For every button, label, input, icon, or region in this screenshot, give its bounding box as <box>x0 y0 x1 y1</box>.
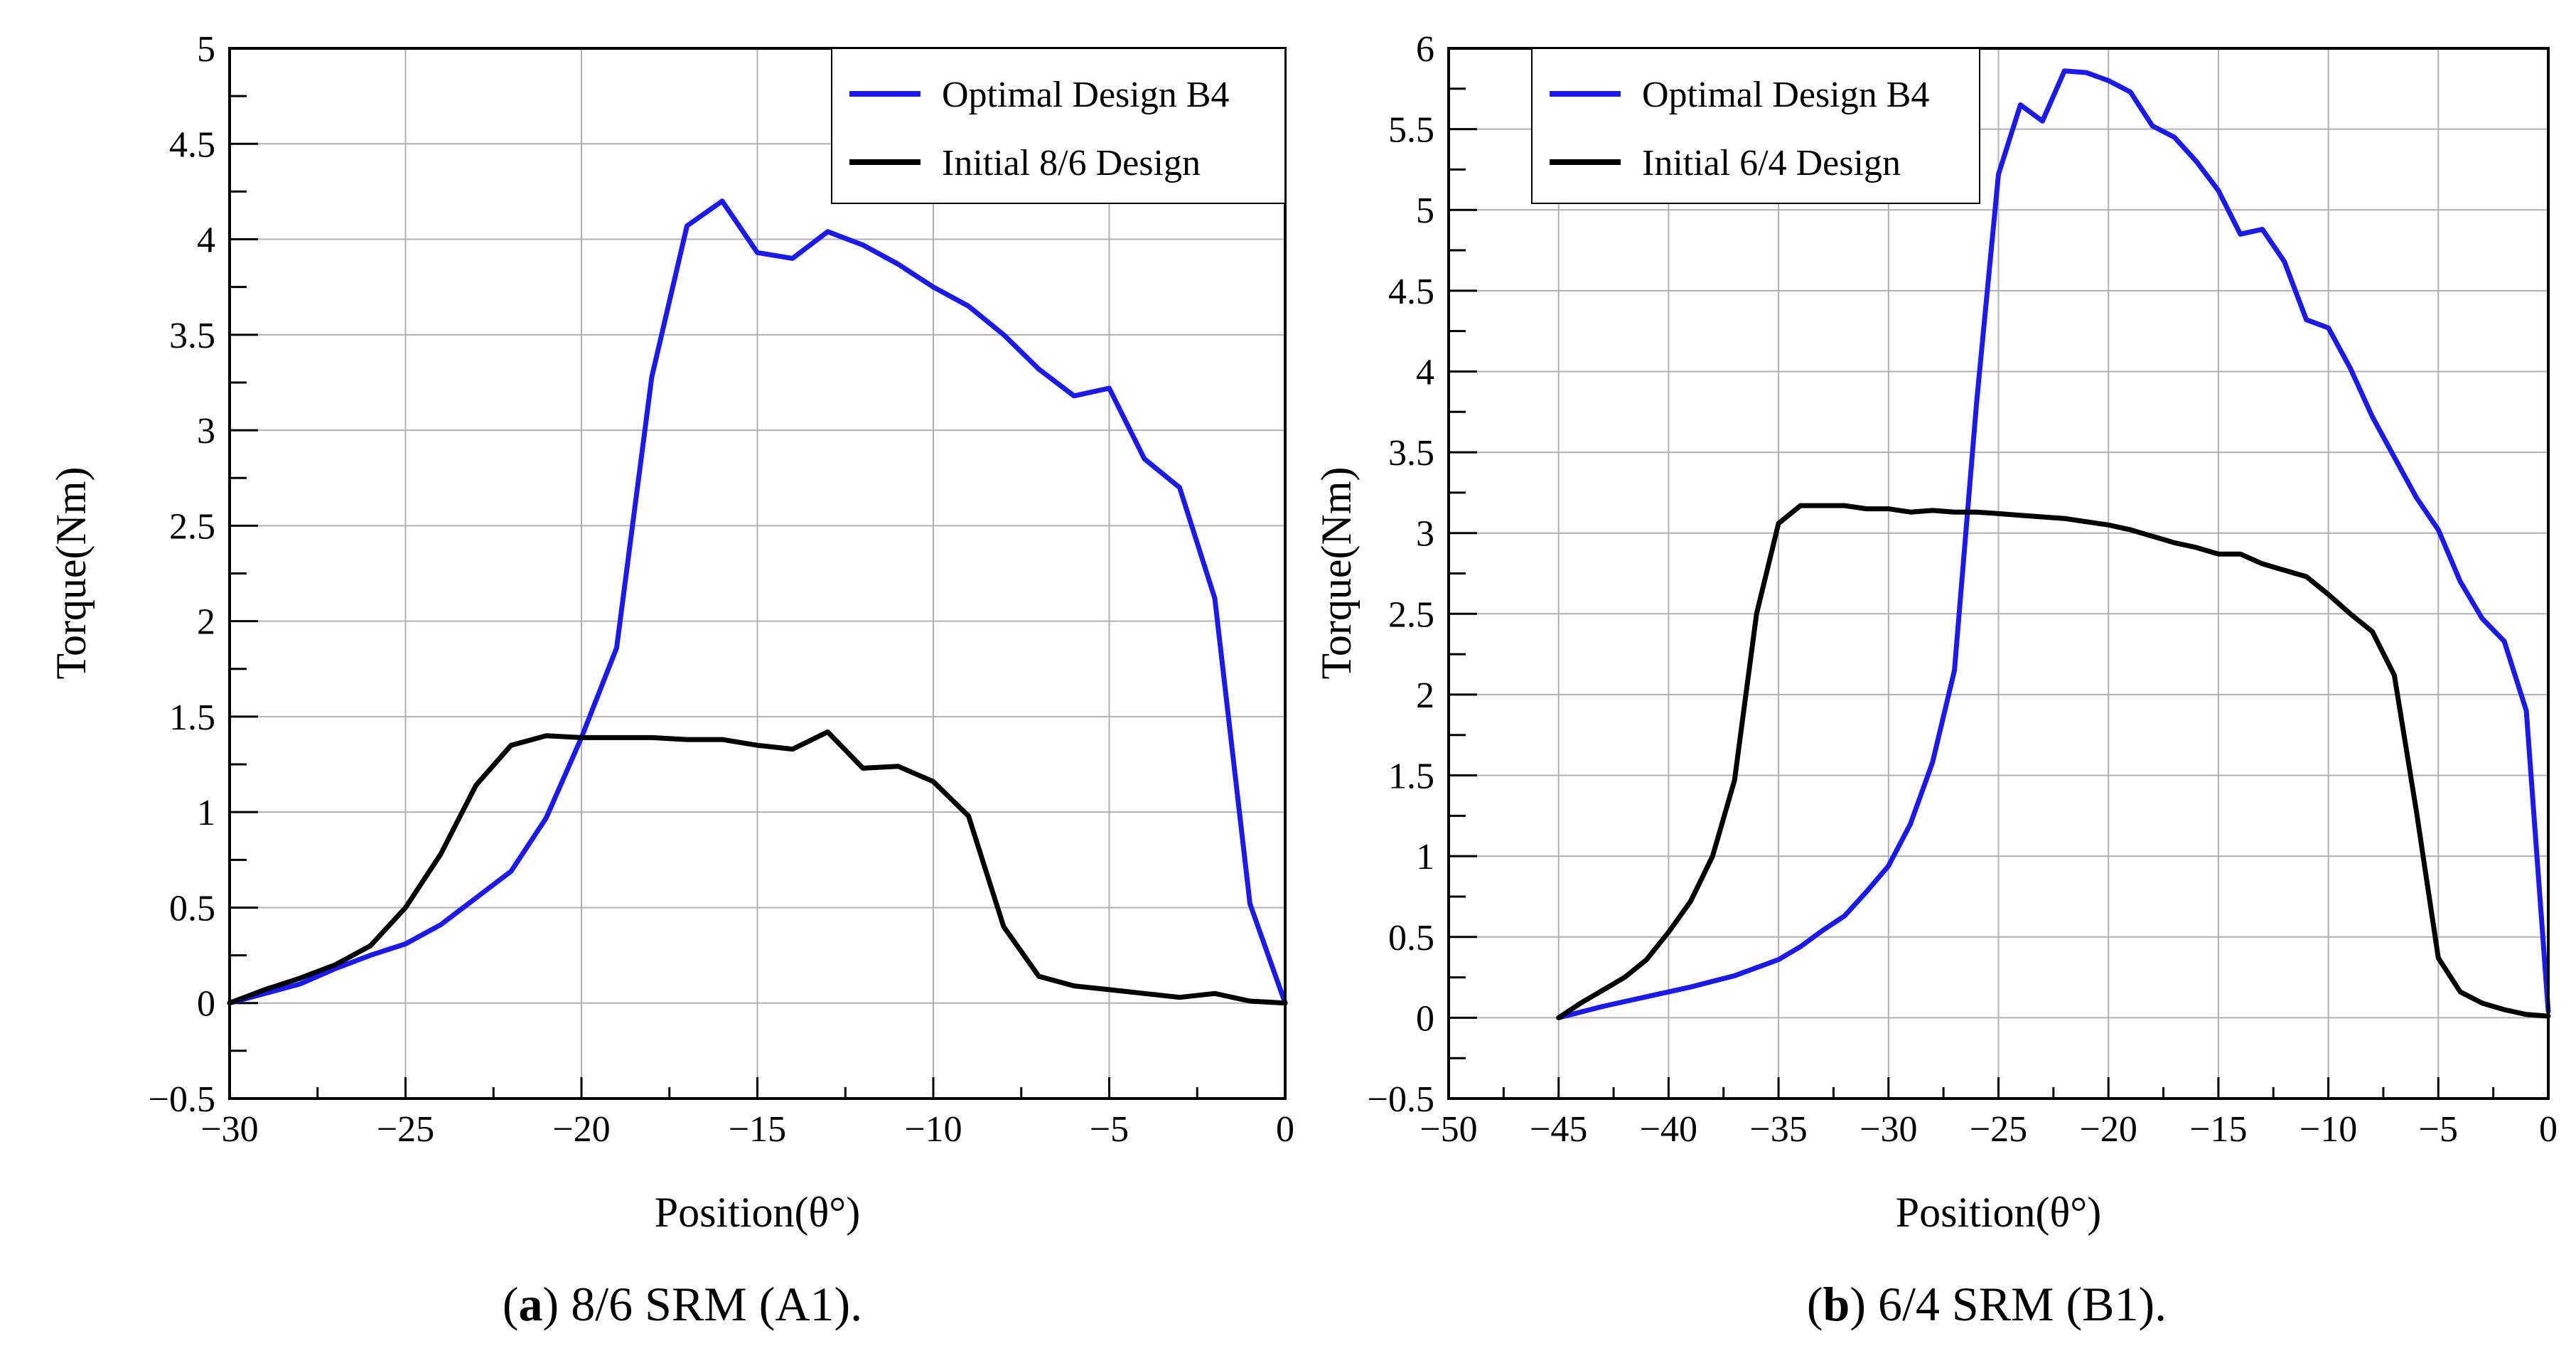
panel-a-plot-frame <box>228 47 1287 1100</box>
panel-a-ytick-label: 4.5 <box>169 124 215 165</box>
panel-a-legend: Optimal Design B4 Initial 8/6 Design <box>831 48 1286 204</box>
panel-b-legend-label: Initial 6/4 Design <box>1642 143 1901 183</box>
panel-b-ytick-label: 5.5 <box>1388 110 1434 151</box>
panel-a-ytick-label: 1 <box>197 793 215 833</box>
panel-b-legend-label: Optimal Design B4 <box>1642 75 1929 115</box>
panel-a-legend-label: Optimal Design B4 <box>942 75 1229 115</box>
caption-b: (b) 6/4 SRM (B1). <box>1806 1277 2167 1331</box>
panel-b-ytick-label: 1.5 <box>1388 757 1434 797</box>
caption-b-text: 6/4 SRM (B1). <box>1877 1277 2167 1331</box>
panel-a-xtick-label: −5 <box>1090 1109 1129 1150</box>
panel-b-ytick-label: 2 <box>1416 675 1434 716</box>
panel-b-ytick-label: 3.5 <box>1388 433 1434 474</box>
panel-b-series-initial-line <box>1556 503 2551 1020</box>
panel-b-xtick-label: −45 <box>1530 1109 1587 1150</box>
panel-b-y-axis-label: Torque(Nm) <box>1313 466 1360 679</box>
panel-b-ytick-label: 5 <box>1416 191 1434 231</box>
panel-a-xtick-label: 0 <box>1276 1109 1294 1150</box>
panel-a-ytick-label: 0 <box>197 984 215 1025</box>
panel-b-x-axis-label: Position(θ°) <box>1896 1189 2101 1236</box>
panel-a-series-optimal-line <box>227 198 1288 1006</box>
panel-a-chart: −30 −25 −20 −15 −10 −5 0 −0.5 0 0.5 1 1.5 2 2.5 3 3.5 4 4… <box>48 29 1294 1236</box>
panel-b-chart: −50 −45 −40 −35 −30 −25 −20 −15 −10 −5 0−0.500.511… <box>1313 29 2558 1236</box>
panel-a-y-axis-label: Torque(Nm) <box>48 466 95 679</box>
panel-b-xtick-label: −20 <box>2080 1109 2137 1150</box>
panel-b-xtick-label: −5 <box>2419 1109 2458 1150</box>
panel-b-legend: Optimal Design B4 Initial 6/4 Design <box>1531 48 1980 204</box>
panel-b-ytick-label: 1 <box>1416 837 1434 877</box>
panel-a-xtick-label: −10 <box>904 1109 962 1150</box>
panel-b-xtick-label: −15 <box>2189 1109 2247 1150</box>
panel-a-ytick-label: 3 <box>197 411 215 451</box>
panel-a-ytick-label: 2 <box>197 602 215 643</box>
panel-a-ytick-label: 1.5 <box>169 698 215 738</box>
panel-b-xtick-label: −10 <box>2299 1109 2357 1150</box>
panel-b-xtick-label: −30 <box>1859 1109 1917 1150</box>
panel-a-legend-label: Initial 8/6 Design <box>942 143 1201 183</box>
panel-a-xtick-label: −25 <box>377 1109 434 1150</box>
panel-a-ytick-label: 2.5 <box>169 506 215 547</box>
panel-b-xtick-label: 0 <box>2539 1109 2558 1150</box>
panel-a-xtick-label: −15 <box>729 1109 786 1150</box>
caption-a-letter: a <box>518 1277 543 1331</box>
panel-a-series-initial-line <box>227 729 1288 1006</box>
panel-a-x-axis-label: Position(θ°) <box>655 1189 860 1236</box>
panel-b-ytick-label: 6 <box>1416 29 1434 70</box>
panel-a-ytick-label: 0.5 <box>169 888 215 929</box>
caption-a-text: 8/6 SRM (A1). <box>571 1277 863 1331</box>
panel-b-xtick-label: −50 <box>1420 1109 1477 1150</box>
panel-a-xtick-label: −30 <box>200 1109 258 1150</box>
panel-b-xtick-label: −40 <box>1640 1109 1697 1150</box>
panel-b-ytick-label: 0.5 <box>1388 918 1434 958</box>
panel-b-ytick-label: 2.5 <box>1388 594 1434 635</box>
panel-b-ytick-label: −0.5 <box>1368 1079 1434 1120</box>
panel-a-ytick-label: −0.5 <box>149 1079 215 1120</box>
panel-b-ytick-label: 4 <box>1416 352 1434 392</box>
panel-b-series-optimal-line <box>1556 68 2551 1020</box>
panel-b-ytick-label: 0 <box>1416 998 1434 1039</box>
panel-a-ytick-label: 4 <box>197 220 215 261</box>
panel-a-xtick-label: −20 <box>552 1109 610 1150</box>
panel-b-ytick-label: 3 <box>1416 514 1434 555</box>
caption-b-letter: b <box>1823 1277 1850 1331</box>
panel-a-ytick-label: 5 <box>197 29 215 70</box>
panel-a-ytick-label: 3.5 <box>169 316 215 356</box>
panel-a-legend-box <box>831 48 1286 204</box>
caption-a: (a) 8/6 SRM (A1). <box>502 1277 863 1331</box>
panel-b-ytick-label: 4.5 <box>1388 272 1434 312</box>
panel-b-plot-frame <box>1447 47 2550 1100</box>
panel-b-legend-box <box>1531 48 1980 204</box>
panel-b-xtick-label: −25 <box>1970 1109 2027 1150</box>
panel-b-xtick-label: −35 <box>1749 1109 1807 1150</box>
